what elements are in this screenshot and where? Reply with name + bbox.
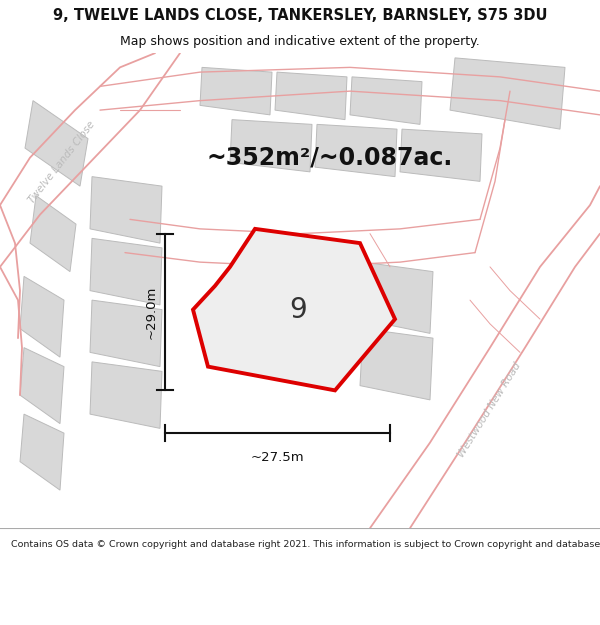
- Text: 9: 9: [289, 296, 307, 324]
- Text: ~352m²/~0.087ac.: ~352m²/~0.087ac.: [207, 146, 453, 169]
- Polygon shape: [275, 72, 347, 119]
- Polygon shape: [360, 329, 433, 400]
- Polygon shape: [90, 238, 162, 305]
- Polygon shape: [90, 177, 162, 243]
- Polygon shape: [20, 348, 64, 424]
- Text: Map shows position and indicative extent of the property.: Map shows position and indicative extent…: [120, 35, 480, 48]
- Polygon shape: [30, 196, 76, 272]
- Polygon shape: [360, 262, 433, 333]
- Polygon shape: [90, 362, 162, 428]
- Polygon shape: [450, 58, 565, 129]
- Polygon shape: [350, 77, 422, 124]
- Polygon shape: [400, 129, 482, 181]
- Polygon shape: [315, 124, 397, 177]
- Polygon shape: [193, 229, 395, 391]
- Text: ~27.5m: ~27.5m: [251, 451, 304, 464]
- Polygon shape: [90, 300, 162, 367]
- Polygon shape: [20, 414, 64, 490]
- Text: Contains OS data © Crown copyright and database right 2021. This information is : Contains OS data © Crown copyright and d…: [11, 540, 600, 549]
- Polygon shape: [230, 119, 312, 172]
- Text: ~29.0m: ~29.0m: [145, 285, 157, 339]
- Text: Twelve Lands Close: Twelve Lands Close: [27, 119, 97, 206]
- Polygon shape: [20, 276, 64, 357]
- Polygon shape: [200, 68, 272, 115]
- Text: Westwood New Road: Westwood New Road: [457, 360, 523, 459]
- Text: 9, TWELVE LANDS CLOSE, TANKERSLEY, BARNSLEY, S75 3DU: 9, TWELVE LANDS CLOSE, TANKERSLEY, BARNS…: [53, 8, 547, 23]
- Polygon shape: [25, 101, 88, 186]
